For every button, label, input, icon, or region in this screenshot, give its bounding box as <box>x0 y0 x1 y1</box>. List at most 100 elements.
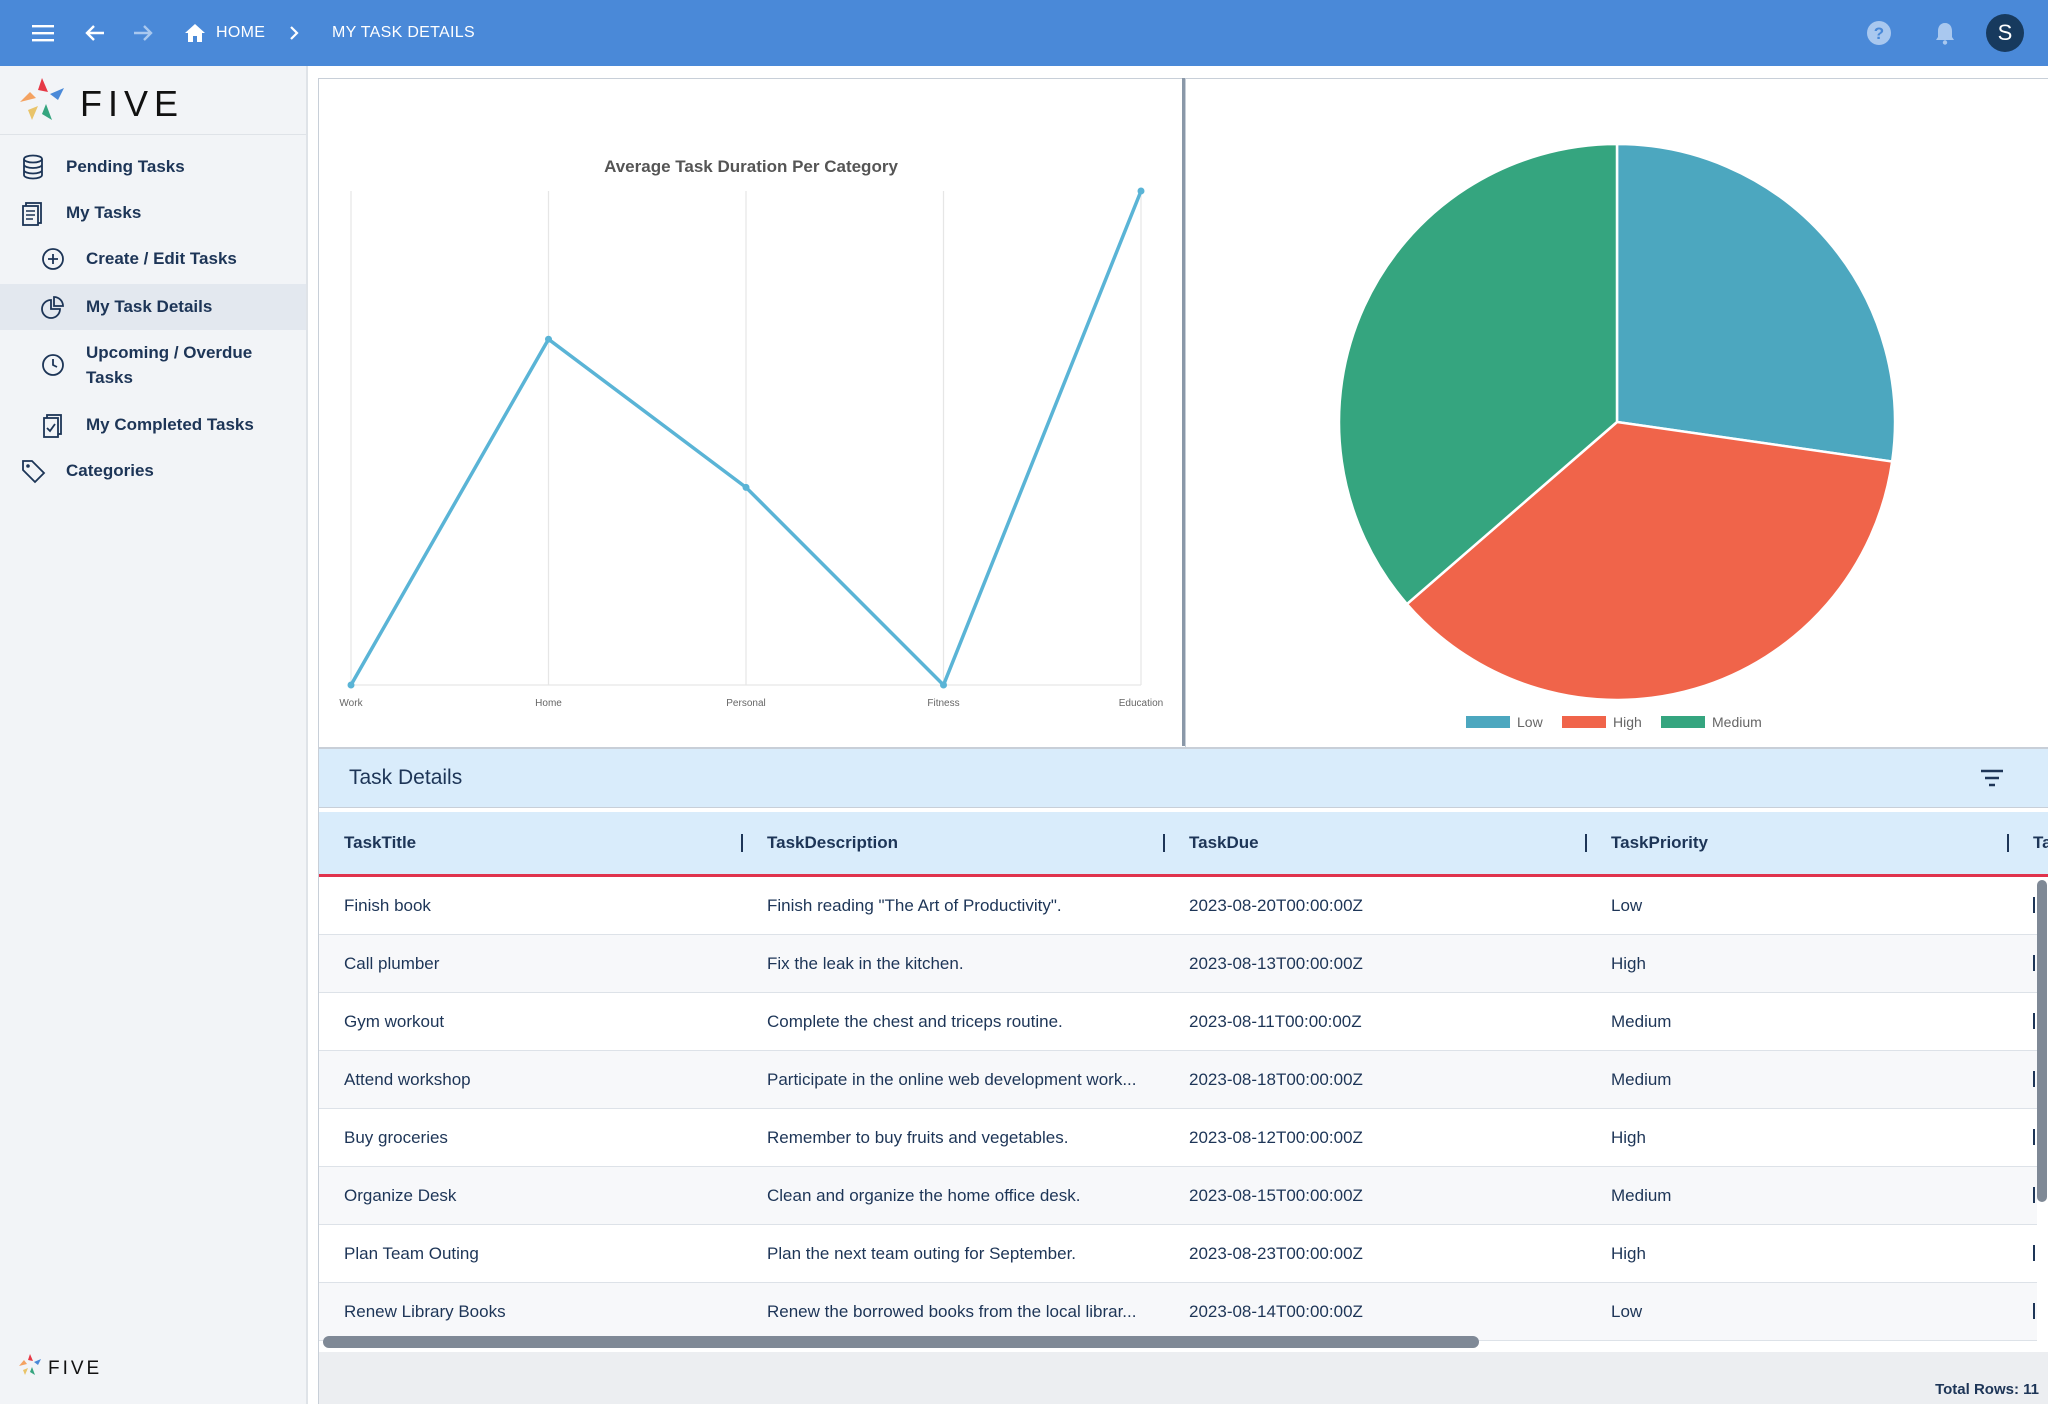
menu-icon[interactable] <box>24 14 62 52</box>
sidebar-item-my-task-details[interactable]: My Task Details <box>0 284 306 330</box>
cell-taskdue: 2023-08-14T00:00:00Z <box>1189 1302 1363 1321</box>
sidebar-item-label: My Tasks <box>66 203 142 222</box>
column-header-taskdue[interactable]: TaskDue <box>1189 833 1259 852</box>
tag-icon <box>20 458 46 484</box>
chevron-right-icon <box>288 0 300 66</box>
legend-label[interactable]: Low <box>1517 714 1544 730</box>
back-arrow-icon[interactable] <box>76 14 114 52</box>
sidebar-item-my-completed-tasks[interactable]: My Completed Tasks <box>0 402 306 448</box>
sidebar-item-label: My Completed Tasks <box>86 415 254 434</box>
cell-partial <box>2033 955 2041 971</box>
legend-label[interactable]: High <box>1613 714 1642 730</box>
cell-taskdescription: Remember to buy fruits and vegetables. <box>767 1128 1069 1147</box>
filter-icon[interactable] <box>1979 767 2005 789</box>
sidebar-item-categories[interactable]: Categories <box>0 448 306 494</box>
clipboard-check-icon <box>40 412 66 438</box>
column-header-taskdescription[interactable]: TaskDescription <box>767 833 899 852</box>
data-point[interactable] <box>347 681 355 689</box>
breadcrumb-home[interactable]: HOME <box>184 0 265 66</box>
cell-partial <box>2033 1071 2041 1087</box>
cell-taskdescription: Fix the leak in the kitchen. <box>767 954 964 973</box>
table-header-bar: Task Details <box>319 748 2048 808</box>
table-row[interactable]: Plan Team Outing Plan the next team outin… <box>319 1225 2037 1283</box>
cell-partial <box>2033 1013 2041 1029</box>
sidebar-item-label: Pending Tasks <box>66 157 185 176</box>
cell-taskpriority: Medium <box>1611 1012 1672 1031</box>
cell-taskdescription: Participate in the online web developmen… <box>767 1070 1137 1089</box>
data-point[interactable] <box>742 483 750 491</box>
cell-tasktitle: Renew Library Books <box>344 1302 506 1321</box>
sidebar-item-label: My Task Details <box>86 297 213 316</box>
cell-taskpriority: Low <box>1611 896 1643 915</box>
cell-partial <box>2033 1187 2041 1203</box>
sidebar-item-my-tasks[interactable]: My Tasks <box>0 190 306 236</box>
column-resize-handle[interactable] <box>1163 834 1165 852</box>
cell-partial <box>2033 1245 2041 1261</box>
user-avatar[interactable]: S <box>1986 14 2024 52</box>
panel-divider <box>1182 78 1185 746</box>
cell-taskdescription: Complete the chest and triceps routine. <box>767 1012 1063 1031</box>
clock-icon <box>40 352 66 378</box>
column-resize-handle[interactable] <box>2007 834 2009 852</box>
column-header-partial[interactable]: Ta <box>2033 833 2048 852</box>
table-row[interactable]: Gym workout Complete the chest and tricep… <box>319 993 2037 1051</box>
cell-taskdue: 2023-08-11T00:00:00Z <box>1189 1012 1362 1031</box>
pie-chart: Low High Medium <box>1337 142 1897 730</box>
table-row[interactable]: Buy groceries Remember to buy fruits and … <box>319 1109 2037 1167</box>
column-resize-handle[interactable] <box>741 834 743 852</box>
pie-slice-medium[interactable] <box>1337 142 1619 606</box>
sidebar-item-upcoming-overdue-tasks[interactable]: Upcoming / Overdue Tasks <box>0 330 306 402</box>
horizontal-scrollbar[interactable] <box>323 1336 1479 1348</box>
cell-taskdescription: Clean and organize the home office desk. <box>767 1186 1081 1205</box>
table-row[interactable]: Call plumber Fix the leak in the kitchen.… <box>319 935 2037 993</box>
table-row[interactable]: Renew Library Books Renew the borrowed bo… <box>319 1283 2037 1341</box>
table-row[interactable]: Finish book Finish reading "The Art of Pr… <box>319 877 2037 935</box>
table-row[interactable]: Attend workshop Participate in the online… <box>319 1051 2037 1109</box>
data-point[interactable] <box>1137 187 1145 195</box>
cell-taskpriority: Medium <box>1611 1070 1672 1089</box>
vertical-scrollbar[interactable] <box>2037 880 2047 1202</box>
sidebar-item-create-edit-tasks[interactable]: Create / Edit Tasks <box>0 236 306 282</box>
data-point[interactable] <box>940 681 947 689</box>
pie-slice-low[interactable] <box>1615 142 1897 463</box>
cell-tasktitle: Gym workout <box>344 1012 445 1031</box>
line-chart: Average Task Duration Per Category Work H… <box>339 157 1163 709</box>
legend-label[interactable]: Medium <box>1712 714 1762 730</box>
sidebar: FIVE Pending Tasks My Tasks Create / Edi… <box>0 66 308 1404</box>
logo-text: FIVE <box>48 1358 102 1379</box>
cell-taskdescription: Finish reading "The Art of Productivity"… <box>767 896 1062 915</box>
cell-tasktitle: Plan Team Outing <box>344 1244 479 1263</box>
cell-taskpriority: High <box>1611 1128 1646 1147</box>
column-header-row: TaskTitle TaskDescription TaskDue TaskPr… <box>319 812 2048 877</box>
plus-circle-icon <box>40 246 66 272</box>
pie-chart-panel: Low High Medium <box>1186 78 2048 748</box>
notifications-bell-icon[interactable] <box>1926 14 1964 52</box>
cell-tasktitle: Call plumber <box>344 954 440 973</box>
five-footer-logo: FIVE <box>18 1352 128 1382</box>
table-footer: Total Rows: 11 <box>319 1352 2048 1404</box>
column-header-tasktitle[interactable]: TaskTitle <box>344 833 417 852</box>
sidebar-item-label: Categories <box>66 461 154 480</box>
sidebar-divider <box>0 134 306 135</box>
x-tick-label: Home <box>535 698 562 709</box>
legend-swatch <box>1562 716 1606 728</box>
column-resize-handle[interactable] <box>1585 834 1587 852</box>
cell-taskdue: 2023-08-12T00:00:00Z <box>1189 1128 1363 1147</box>
table-row[interactable]: Organize Desk Clean and organize the home… <box>319 1167 2037 1225</box>
help-icon[interactable]: ? <box>1860 14 1898 52</box>
x-tick-label: Education <box>1119 698 1163 709</box>
sidebar-item-pending-tasks[interactable]: Pending Tasks <box>0 144 306 190</box>
cell-taskdue: 2023-08-15T00:00:00Z <box>1189 1186 1363 1205</box>
cell-taskpriority: High <box>1611 954 1646 973</box>
cell-partial <box>2033 897 2041 913</box>
column-header-taskpriority[interactable]: TaskPriority <box>1611 833 1709 852</box>
x-tick-label: Fitness <box>927 698 959 709</box>
legend-swatch <box>1661 716 1705 728</box>
x-tick-label: Personal <box>726 698 765 709</box>
cell-taskdescription: Plan the next team outing for September. <box>767 1244 1077 1263</box>
home-icon <box>185 24 205 42</box>
logo-text: FIVE <box>80 83 184 124</box>
data-point[interactable] <box>545 335 552 343</box>
forward-arrow-icon[interactable] <box>124 14 162 52</box>
pie-slice-high[interactable] <box>1405 420 1894 702</box>
